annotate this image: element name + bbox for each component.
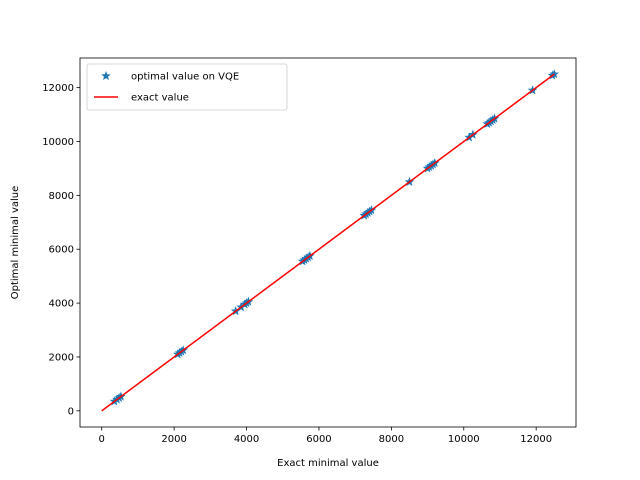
y-tick-label: 8000 (49, 191, 74, 202)
y-tick-label: 12000 (42, 83, 74, 94)
x-tick-label: 10000 (448, 434, 480, 445)
legend-marker-star (101, 71, 111, 81)
x-tick-label: 0 (99, 434, 105, 445)
x-tick-label: 4000 (234, 434, 259, 445)
legend-box (86, 63, 288, 111)
x-tick-label: 12000 (520, 434, 552, 445)
y-tick-label: 2000 (49, 352, 74, 363)
legend: optimal value on VQE exact value (86, 63, 288, 111)
y-tick-label: 4000 (49, 299, 74, 310)
x-axis-label: Exact minimal value (277, 458, 379, 469)
scatter-point (549, 69, 560, 79)
legend-label: exact value (131, 93, 189, 104)
y-tick-label: 0 (68, 406, 74, 417)
y-axis-label: Optimal minimal value (10, 186, 21, 300)
x-tick-label: 6000 (306, 434, 331, 445)
series-line (101, 73, 555, 412)
plot-area (101, 69, 560, 412)
x-tick-label: 8000 (379, 434, 404, 445)
y-tick-label: 10000 (42, 137, 74, 148)
axes-frame (79, 57, 577, 428)
x-tick-label: 2000 (161, 434, 186, 445)
y-tick-label: 6000 (49, 245, 74, 256)
legend-label: optimal value on VQE (131, 72, 239, 83)
axes: 0 2000 4000 6000 8000 10000 12000 0 2000 4000 6000… (10, 57, 577, 469)
